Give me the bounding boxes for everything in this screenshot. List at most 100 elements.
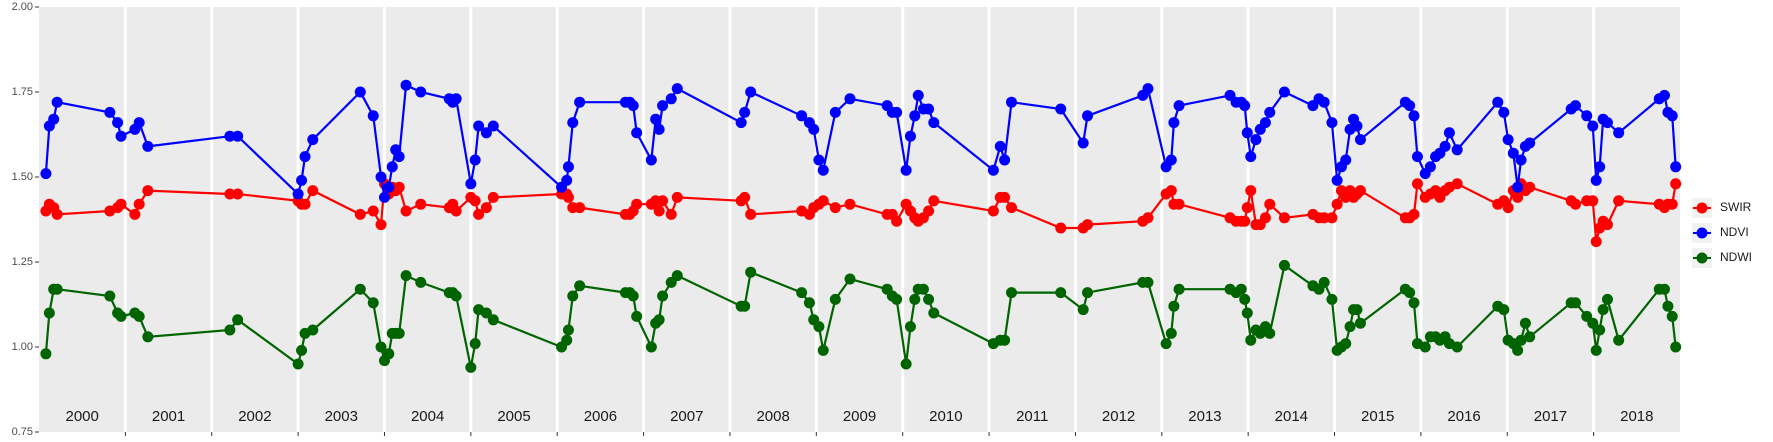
year-label: 2016 bbox=[1447, 408, 1480, 425]
year-label: 2007 bbox=[670, 408, 703, 425]
point bbox=[567, 117, 579, 129]
point bbox=[1502, 202, 1514, 214]
point bbox=[487, 191, 499, 203]
point bbox=[104, 106, 116, 118]
point bbox=[415, 276, 427, 288]
point bbox=[1340, 338, 1352, 350]
point bbox=[796, 110, 808, 122]
point bbox=[1235, 283, 1247, 295]
point bbox=[1250, 134, 1262, 146]
point bbox=[292, 358, 304, 370]
point bbox=[367, 297, 379, 309]
point bbox=[129, 208, 141, 220]
point bbox=[829, 106, 841, 118]
point bbox=[480, 307, 492, 319]
point bbox=[354, 283, 366, 295]
point bbox=[1160, 338, 1172, 350]
point bbox=[813, 321, 825, 333]
point bbox=[631, 127, 643, 139]
point bbox=[1424, 161, 1436, 173]
point bbox=[909, 293, 921, 305]
point bbox=[232, 314, 244, 326]
point bbox=[1524, 331, 1536, 343]
year-label: 2002 bbox=[238, 408, 271, 425]
point bbox=[48, 113, 60, 125]
point bbox=[1411, 151, 1423, 163]
point bbox=[671, 191, 683, 203]
point bbox=[1451, 178, 1463, 190]
point bbox=[999, 334, 1011, 346]
point bbox=[891, 106, 903, 118]
point bbox=[1241, 202, 1253, 214]
point bbox=[1451, 341, 1463, 353]
point bbox=[928, 117, 940, 129]
y-tick-label: 1.50 bbox=[12, 171, 33, 183]
point bbox=[1006, 96, 1018, 108]
point bbox=[653, 314, 665, 326]
point bbox=[296, 174, 308, 186]
y-tick-label: 1.25 bbox=[12, 256, 33, 268]
point bbox=[1006, 287, 1018, 299]
legend-label: NDWI bbox=[1720, 250, 1752, 264]
point bbox=[1142, 83, 1154, 95]
point bbox=[1613, 195, 1625, 207]
point bbox=[904, 321, 916, 333]
year-label: 2003 bbox=[325, 408, 358, 425]
year-label: 2013 bbox=[1188, 408, 1221, 425]
point bbox=[999, 154, 1011, 166]
point bbox=[829, 293, 841, 305]
year-label: 2004 bbox=[411, 408, 444, 425]
y-tick-label: 1.00 bbox=[12, 341, 33, 353]
point bbox=[1173, 283, 1185, 295]
point bbox=[307, 185, 319, 197]
point bbox=[367, 110, 379, 122]
point bbox=[115, 130, 127, 142]
point bbox=[1331, 198, 1343, 210]
point bbox=[354, 208, 366, 220]
point bbox=[1498, 304, 1510, 316]
point bbox=[375, 171, 387, 183]
point bbox=[1165, 327, 1177, 339]
point bbox=[232, 188, 244, 200]
point bbox=[383, 348, 395, 360]
point bbox=[808, 123, 820, 135]
point bbox=[393, 327, 405, 339]
point bbox=[1666, 110, 1678, 122]
point bbox=[1443, 127, 1455, 139]
point bbox=[561, 334, 573, 346]
point bbox=[987, 164, 999, 176]
point bbox=[1245, 185, 1257, 197]
point bbox=[803, 297, 815, 309]
point bbox=[1331, 174, 1343, 186]
point bbox=[1245, 334, 1257, 346]
point bbox=[1419, 341, 1431, 353]
point bbox=[480, 127, 492, 139]
point bbox=[1168, 117, 1180, 129]
point bbox=[473, 120, 485, 132]
point bbox=[1326, 212, 1338, 224]
point bbox=[657, 290, 669, 302]
point bbox=[142, 331, 154, 343]
point bbox=[473, 208, 485, 220]
point bbox=[386, 161, 398, 173]
point bbox=[469, 195, 481, 207]
point bbox=[928, 307, 940, 319]
point bbox=[1006, 202, 1018, 214]
point bbox=[1077, 137, 1089, 149]
year-label: 2018 bbox=[1620, 408, 1653, 425]
point bbox=[400, 205, 412, 217]
point bbox=[844, 198, 856, 210]
point bbox=[43, 307, 55, 319]
point bbox=[1515, 334, 1527, 346]
point bbox=[1662, 300, 1674, 312]
point bbox=[665, 93, 677, 105]
point bbox=[745, 86, 757, 98]
point bbox=[891, 293, 903, 305]
point bbox=[1439, 140, 1451, 152]
point bbox=[1326, 293, 1338, 305]
year-label: 2008 bbox=[756, 408, 789, 425]
point bbox=[1404, 100, 1416, 112]
point bbox=[1512, 344, 1524, 356]
point bbox=[1594, 324, 1606, 336]
point bbox=[480, 202, 492, 214]
